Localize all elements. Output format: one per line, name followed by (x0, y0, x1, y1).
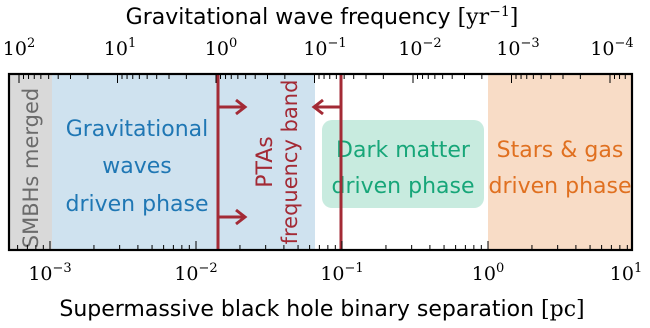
smbhs-merged-region (9, 74, 52, 250)
gw-label-line1: Gravitational (66, 117, 209, 142)
bottom-tick-label: 100 (472, 261, 504, 285)
top-axis-label: Gravitational wave frequency [yr−1] (126, 4, 519, 30)
pta-arrowhead-upper-right-icon (235, 98, 248, 116)
tick-marks (17, 74, 628, 250)
top-tick-label: 10−3 (496, 36, 539, 60)
gw-region (52, 74, 315, 250)
bottom-tick-label: 10−2 (174, 261, 217, 285)
gw-label-line2: waves (102, 154, 172, 179)
gw-label-line3: driven phase (66, 192, 209, 217)
top-tick-label: 102 (3, 36, 35, 60)
plot-frame (7, 72, 634, 252)
dm-label-line2: driven phase (332, 174, 475, 199)
bottom-tick-labels: 10−3 10−2 10−1 100 101 (28, 261, 642, 285)
top-tick-label: 10−2 (398, 36, 441, 60)
smbhs-merged-label: SMBHs merged (19, 88, 43, 248)
top-tick-labels: 102 101 100 10−1 10−2 10−3 10−4 (3, 36, 634, 60)
dm-label-line1: Dark matter (336, 138, 471, 163)
bottom-axis-label: Supermassive black hole binary separatio… (59, 297, 584, 322)
top-tick-label: 10−1 (303, 36, 346, 60)
pta-band-markers (216, 74, 343, 250)
bottom-tick-label: 101 (610, 261, 642, 285)
pta-label-line2: frequency band (278, 80, 302, 245)
stars-label-line2: driven phase (489, 174, 632, 199)
pta-arrowhead-left-icon (311, 98, 324, 116)
top-tick-label: 100 (205, 36, 237, 60)
top-tick-label: 101 (104, 36, 136, 60)
stars-region (488, 74, 632, 250)
pta-arrowhead-lower-right-icon (235, 208, 248, 226)
top-tick-label: 10−4 (590, 36, 633, 60)
dm-label-box (322, 120, 484, 208)
bottom-tick-label: 10−3 (28, 261, 71, 285)
bottom-tick-label: 10−1 (320, 261, 363, 285)
stars-label-line1: Stars & gas (497, 138, 624, 163)
pta-label-line1: PTAs (253, 136, 278, 188)
